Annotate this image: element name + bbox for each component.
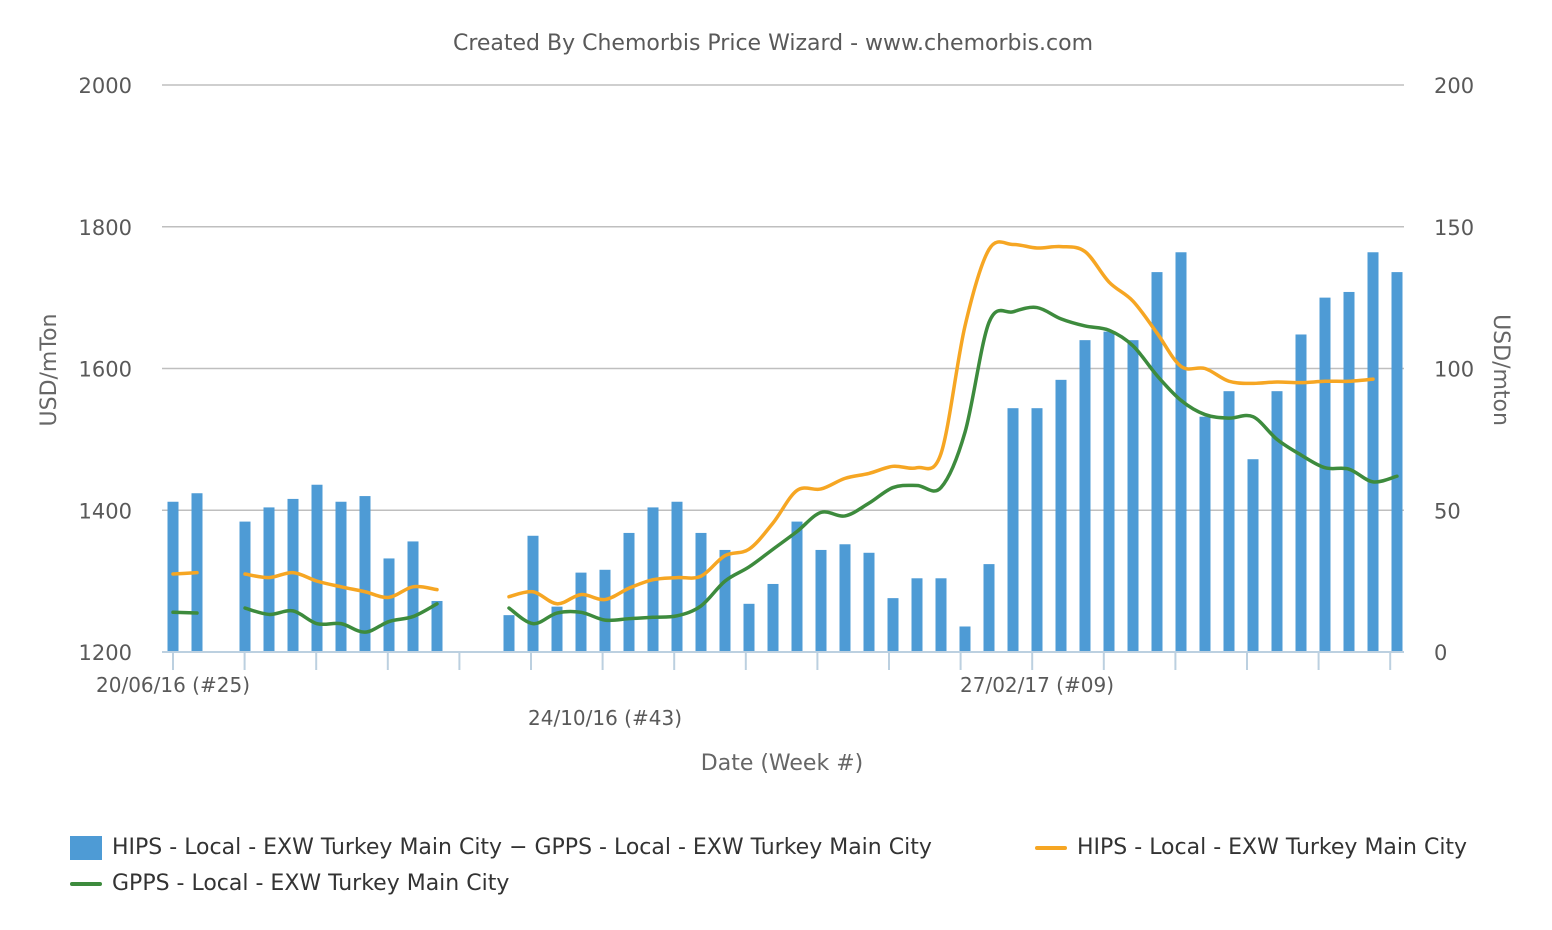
bar — [863, 552, 875, 652]
bar — [431, 600, 443, 652]
bar — [1223, 391, 1235, 652]
y-tick-label-left: 2000 — [79, 74, 132, 98]
y-tick-label-right: 100 — [1434, 358, 1474, 382]
bar — [239, 521, 251, 652]
bar — [767, 583, 779, 652]
y-tick-label-left: 1400 — [79, 499, 132, 523]
bar — [839, 544, 851, 652]
bar — [1127, 340, 1139, 652]
bar — [1031, 408, 1043, 652]
bar — [719, 549, 731, 652]
bar — [287, 498, 299, 652]
bar — [1199, 416, 1211, 652]
bar — [167, 501, 179, 652]
y-axis-left-label: USD/mTon — [37, 314, 62, 427]
bar — [383, 558, 395, 652]
y-tick-label-right: 200 — [1434, 74, 1474, 98]
bar — [1151, 272, 1163, 652]
bar — [983, 564, 995, 652]
hips-line — [171, 570, 199, 576]
bar — [743, 603, 755, 652]
hips-line — [507, 240, 1375, 606]
bar — [1175, 252, 1187, 652]
bar — [1079, 340, 1091, 652]
bar — [1103, 331, 1115, 652]
bar — [527, 535, 539, 652]
line-series — [171, 240, 1399, 634]
chart-title: Created By Chemorbis Price Wizard - www.… — [453, 31, 1093, 56]
bar — [1319, 297, 1331, 652]
y-axis-right-ticks: 0 50 100 150 200 — [1434, 74, 1474, 665]
hips-line — [243, 570, 439, 600]
bar — [1247, 459, 1259, 652]
bar — [911, 578, 923, 652]
bar — [1055, 379, 1067, 652]
bar — [815, 549, 827, 652]
x-tick-label: 27/02/17 (#09) — [960, 673, 1114, 697]
bar — [359, 496, 371, 652]
y-tick-label-left: 1200 — [79, 641, 132, 665]
x-tick-label: 24/10/16 (#43) — [528, 706, 682, 730]
bar — [935, 578, 947, 652]
bar — [1295, 334, 1307, 652]
gridlines — [162, 84, 1404, 511]
y-tick-label-left: 1800 — [79, 216, 132, 240]
bar — [623, 532, 635, 652]
bar — [503, 615, 515, 652]
bar — [335, 501, 347, 652]
x-tick-label: 20/06/16 (#25) — [96, 673, 250, 697]
bar — [599, 569, 611, 652]
bar — [311, 484, 323, 652]
x-axis: 20/06/16 (#25) 24/10/16 (#43) 27/02/17 (#0… — [96, 651, 1404, 730]
bar — [695, 532, 707, 652]
bar — [887, 598, 899, 652]
bar — [1343, 291, 1355, 652]
bar — [791, 521, 803, 652]
bar — [551, 606, 563, 652]
bar — [959, 626, 971, 652]
bar — [1391, 272, 1403, 652]
y-tick-label-right: 50 — [1434, 499, 1461, 523]
gpps-line — [171, 610, 199, 615]
gpps-line — [243, 602, 439, 634]
bar — [1367, 252, 1379, 652]
y-tick-label-left: 1600 — [79, 358, 132, 382]
bar-series — [167, 252, 1403, 652]
x-axis-label: Date (Week #) — [701, 751, 863, 776]
y-tick-label-right: 150 — [1434, 216, 1474, 240]
bar — [263, 507, 275, 652]
y-axis-left-ticks: 1200 1400 1600 1800 2000 — [79, 74, 132, 665]
bar — [1007, 408, 1019, 652]
bar — [407, 541, 419, 652]
y-tick-label-right: 0 — [1434, 641, 1447, 665]
bar — [1271, 391, 1283, 652]
y-axis-right-label: USD/mton — [1488, 314, 1513, 426]
gpps-line — [507, 305, 1399, 626]
